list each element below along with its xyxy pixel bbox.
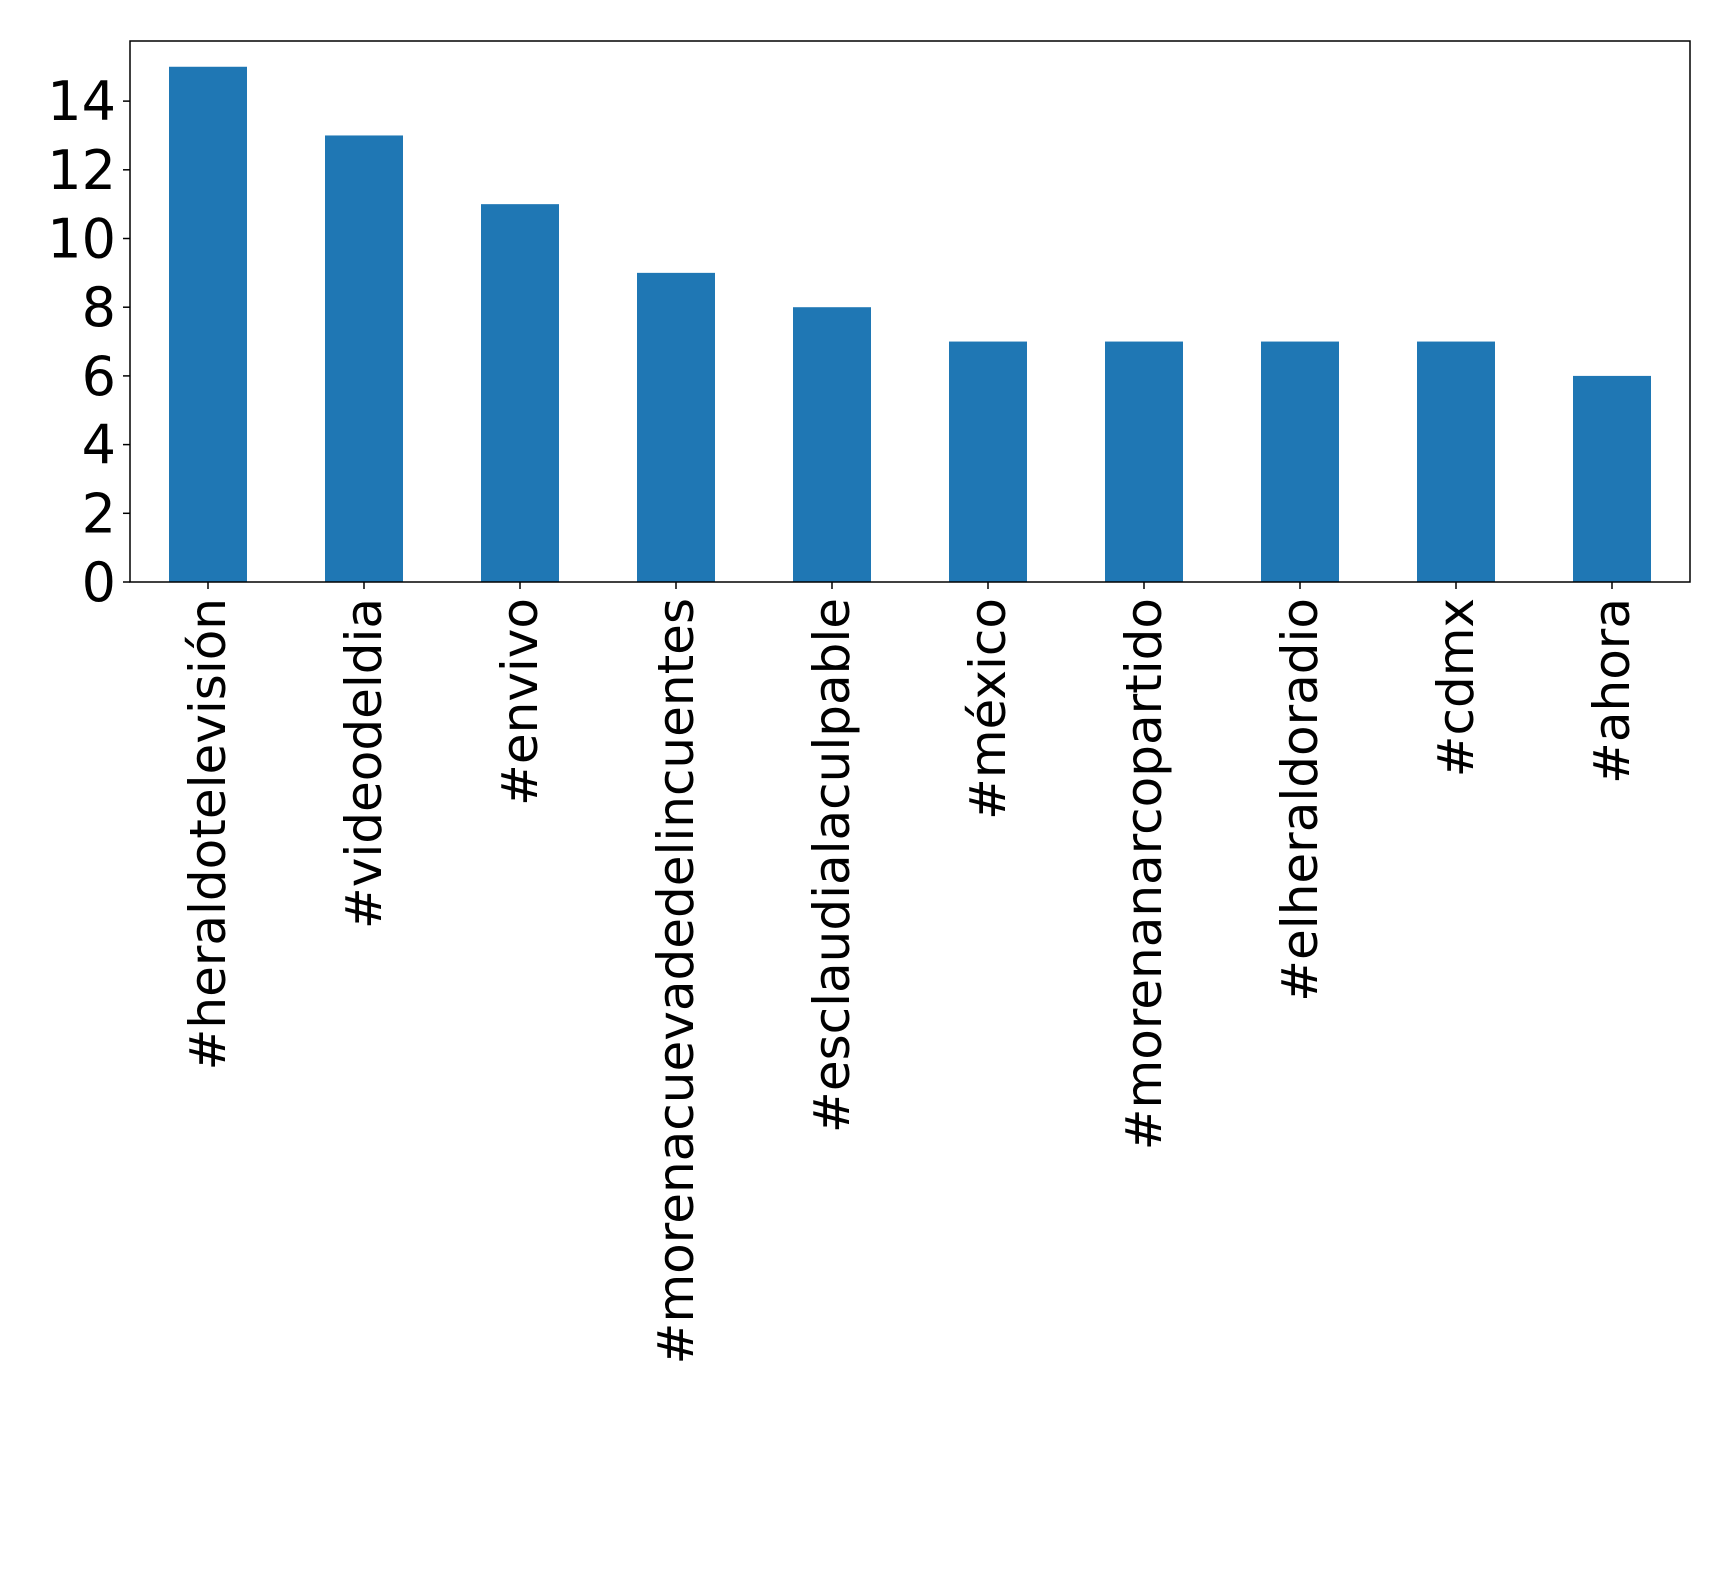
y-tick-label-0: 0 (82, 551, 116, 614)
bar-9 (1573, 375, 1651, 582)
plot-frame (129, 40, 1691, 583)
bar-4 (793, 307, 871, 582)
y-tick-label-3: 6 (82, 345, 116, 408)
y-tick-label-7: 14 (47, 70, 116, 133)
x-tick-label-9: #ahora (1583, 598, 1641, 784)
x-tick-label-1: #videodeldia (335, 598, 393, 929)
y-tick-label-6: 12 (47, 139, 116, 202)
y-tick-label-1: 2 (82, 482, 116, 545)
x-tick-label-4: #esclaudialaculpable (803, 598, 861, 1133)
x-tick-label-2: #envivo (491, 598, 549, 806)
bar-0 (169, 66, 247, 582)
bar-1 (325, 135, 403, 582)
x-tick-label-8: #cdmx (1427, 598, 1485, 777)
bar-7 (1261, 341, 1339, 582)
bar-3 (637, 272, 715, 582)
x-tick-label-0: #heraldotelevisión (179, 598, 237, 1071)
y-tick-label-4: 8 (82, 276, 116, 339)
x-tick-label-5: #méxico (959, 598, 1017, 820)
bar-2 (481, 204, 559, 582)
x-tick-label-6: #morenanarcopartido (1115, 598, 1173, 1150)
bar-5 (949, 341, 1027, 582)
x-axis: #heraldotelevisión #videodeldia #envivo #mo… (179, 582, 1641, 1364)
y-tick-label-5: 10 (47, 208, 116, 271)
x-tick-label-3: #morenacuevadedelincuentes (647, 598, 705, 1364)
bar-6 (1105, 341, 1183, 582)
bars-group (169, 66, 1651, 582)
bar-8 (1417, 341, 1495, 582)
y-tick-label-2: 4 (82, 414, 116, 477)
x-tick-label-7: #elheraldoradio (1271, 598, 1329, 1002)
